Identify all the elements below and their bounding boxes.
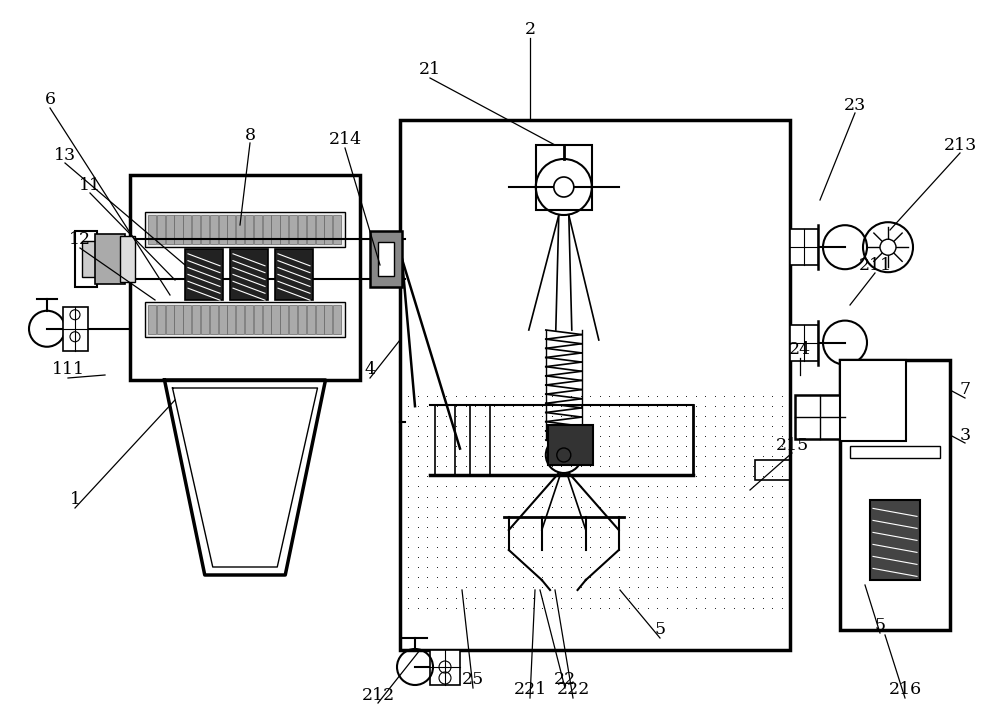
Bar (316, 215, 324, 244)
Text: 7: 7 (959, 381, 971, 398)
Bar (271, 215, 280, 244)
Bar (378, 242, 394, 276)
Text: 11: 11 (79, 176, 101, 194)
Bar (174, 215, 183, 244)
Text: 213: 213 (943, 136, 977, 154)
Text: 5: 5 (654, 622, 666, 638)
Bar (157, 305, 165, 334)
Bar (275, 249, 313, 300)
Bar (435, 405, 455, 475)
Bar (298, 305, 306, 334)
Bar (548, 425, 593, 465)
Bar (795, 395, 845, 439)
Bar (840, 360, 950, 630)
Bar (210, 305, 218, 334)
Bar (236, 215, 244, 244)
Text: 22: 22 (554, 671, 576, 689)
Bar (850, 446, 940, 459)
Text: 4: 4 (364, 362, 376, 379)
Bar (63, 306, 88, 351)
Bar (370, 231, 402, 287)
Text: 2: 2 (524, 22, 536, 39)
Bar (145, 302, 345, 337)
Text: 216: 216 (888, 681, 922, 698)
Text: 6: 6 (44, 92, 56, 108)
Text: 212: 212 (361, 687, 395, 703)
Bar (130, 175, 360, 380)
Bar (536, 145, 592, 210)
Text: 21: 21 (419, 61, 441, 79)
Bar (298, 215, 306, 244)
Text: 211: 211 (858, 256, 892, 274)
Bar (324, 305, 332, 334)
Text: 25: 25 (462, 671, 484, 689)
Bar (192, 305, 200, 334)
Bar (166, 305, 174, 334)
Bar (95, 234, 125, 284)
Bar (263, 305, 271, 334)
Bar (400, 120, 790, 650)
Bar (307, 305, 315, 334)
Text: 221: 221 (513, 681, 547, 698)
Text: 12: 12 (69, 232, 91, 248)
Text: 1: 1 (70, 491, 80, 508)
Circle shape (554, 177, 574, 197)
Bar (210, 215, 218, 244)
Text: 215: 215 (775, 437, 809, 454)
Bar (333, 215, 341, 244)
Bar (324, 215, 332, 244)
Bar (183, 305, 191, 334)
Bar (280, 305, 288, 334)
Text: 8: 8 (244, 127, 256, 143)
Bar (120, 236, 135, 282)
Bar (166, 215, 174, 244)
Bar (271, 305, 280, 334)
Bar (333, 305, 341, 334)
Bar (280, 215, 288, 244)
Circle shape (880, 240, 896, 256)
Bar (148, 305, 156, 334)
Text: 222: 222 (556, 681, 590, 698)
Text: 13: 13 (54, 146, 76, 164)
Bar (82, 241, 96, 277)
Bar (790, 229, 818, 265)
Bar (174, 305, 183, 334)
Text: 23: 23 (844, 97, 866, 114)
Text: 3: 3 (959, 427, 971, 443)
Bar (157, 215, 165, 244)
Bar (201, 215, 209, 244)
Bar (75, 231, 97, 287)
Bar (254, 215, 262, 244)
Bar (185, 249, 223, 300)
Text: 24: 24 (789, 341, 811, 358)
Bar (219, 305, 227, 334)
Bar (148, 215, 156, 244)
Bar (316, 305, 324, 334)
Bar (230, 249, 268, 300)
Bar (470, 405, 490, 475)
Bar (227, 215, 235, 244)
Bar (755, 460, 790, 480)
Bar (254, 305, 262, 334)
Bar (289, 305, 297, 334)
Bar (183, 215, 191, 244)
Bar (192, 215, 200, 244)
Bar (245, 215, 253, 244)
Bar (870, 500, 920, 580)
Bar (430, 650, 460, 685)
Bar (289, 215, 297, 244)
Bar (145, 212, 345, 247)
Text: 111: 111 (52, 362, 84, 379)
Bar (219, 215, 227, 244)
Bar (245, 305, 253, 334)
Text: 214: 214 (328, 132, 362, 149)
Bar (227, 305, 235, 334)
Bar (263, 215, 271, 244)
Text: 5: 5 (874, 617, 886, 633)
Bar (790, 325, 818, 360)
Bar (840, 360, 906, 441)
Bar (236, 305, 244, 334)
Bar (307, 215, 315, 244)
Bar (201, 305, 209, 334)
